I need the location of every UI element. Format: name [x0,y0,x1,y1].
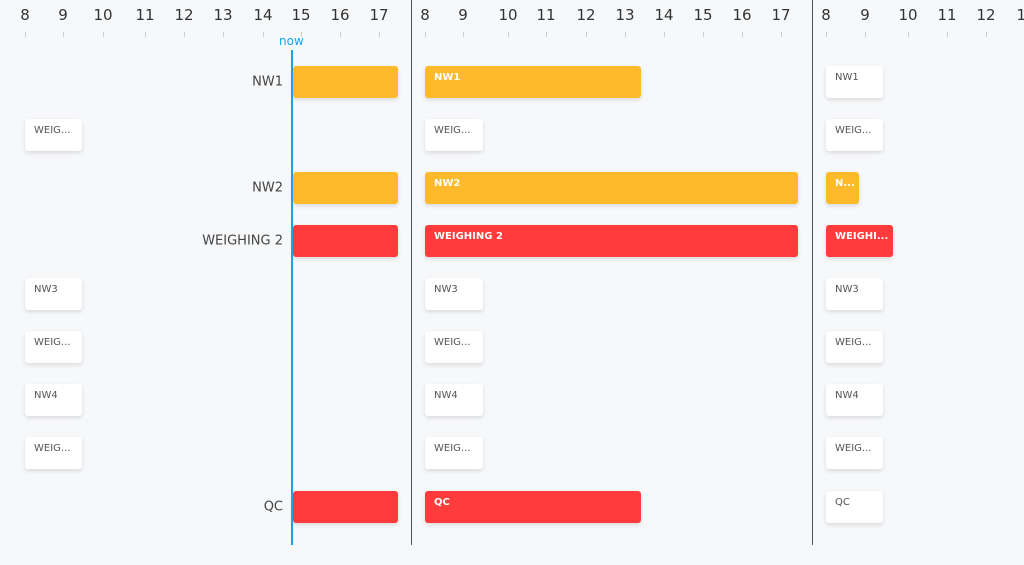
axis-tick-label: 13 [213,6,233,24]
axis-tick-mark [425,32,426,37]
schedule-bar[interactable]: NW1 [826,66,883,98]
axis-tick-label: 14 [654,6,674,24]
row-label: NW1 [252,74,283,90]
schedule-bar[interactable]: NW1 [425,66,641,98]
schedule-bar[interactable] [293,225,398,257]
now-indicator-line [291,50,293,545]
axis-tick-label: 10 [898,6,918,24]
axis-tick-label: 17 [369,6,389,24]
axis-tick-mark [703,32,704,37]
schedule-bar[interactable]: WEIG... [25,331,82,363]
axis-tick-mark [947,32,948,37]
axis-tick-label: 15 [693,6,713,24]
now-label: now [279,34,304,48]
schedule-bar[interactable]: WEIG... [826,119,883,151]
schedule-bar[interactable]: NW3 [425,278,483,310]
axis-tick-label: 11 [536,6,556,24]
schedule-bar[interactable]: NW2 [425,172,798,204]
schedule-bar[interactable]: WEIGHI... [826,225,893,257]
axis-tick-mark [826,32,827,37]
schedule-bar[interactable] [293,491,398,523]
axis-tick-mark [508,32,509,37]
schedule-bar[interactable]: N... [826,172,859,204]
axis-tick-label: 12 [576,6,596,24]
schedule-bar[interactable]: WEIG... [425,437,483,469]
schedule-bar[interactable]: WEIG... [826,331,883,363]
axis-tick-mark [301,32,302,37]
axis-tick-mark [781,32,782,37]
panel-divider [411,0,412,545]
axis-tick-mark [340,32,341,37]
axis-tick-mark [223,32,224,37]
axis-tick-label: 8 [20,6,30,24]
row-label: WEIGHING 2 [202,233,283,249]
axis-tick-label: 11 [135,6,155,24]
axis-tick-label: 17 [771,6,791,24]
axis-tick-mark [145,32,146,37]
axis-tick-label: 16 [732,6,752,24]
axis-tick-label: 9 [860,6,870,24]
row-label: NW2 [252,180,283,196]
axis-tick-label: 9 [58,6,68,24]
axis-tick-mark [908,32,909,37]
axis-tick-label: 10 [498,6,518,24]
axis-tick-mark [463,32,464,37]
axis-tick-mark [865,32,866,37]
axis-tick-mark [263,32,264,37]
axis-tick-mark [586,32,587,37]
schedule-bar[interactable] [293,172,398,204]
schedule-bar[interactable]: NW4 [25,384,82,416]
schedule-bar[interactable]: WEIG... [25,119,82,151]
schedule-bar[interactable]: WEIG... [425,119,483,151]
axis-tick-label: 14 [253,6,273,24]
schedule-bar[interactable]: NW3 [826,278,883,310]
axis-tick-label: 8 [821,6,831,24]
schedule-bar[interactable]: WEIG... [425,331,483,363]
schedule-bar[interactable]: WEIG... [826,437,883,469]
axis-tick-label: 11 [937,6,957,24]
schedule-bar[interactable] [293,66,398,98]
axis-tick-mark [103,32,104,37]
axis-tick-mark [742,32,743,37]
axis-tick-mark [63,32,64,37]
axis-tick-label: 12 [174,6,194,24]
axis-tick-mark [664,32,665,37]
axis-tick-mark [25,32,26,37]
schedule-bar[interactable]: NW3 [25,278,82,310]
axis-tick-label: 8 [420,6,430,24]
panel-divider [812,0,813,545]
schedule-bar[interactable]: NW4 [425,384,483,416]
axis-tick-label: 13 [615,6,635,24]
axis-tick-label: 16 [330,6,350,24]
axis-tick-mark [625,32,626,37]
axis-tick-label: 15 [291,6,311,24]
axis-tick-mark [546,32,547,37]
axis-tick-label: 13 [1016,6,1024,24]
axis-tick-mark [184,32,185,37]
axis-tick-label: 10 [93,6,113,24]
schedule-bar[interactable]: WEIGHING 2 [425,225,798,257]
axis-tick-label: 9 [458,6,468,24]
schedule-bar[interactable]: WEIG... [25,437,82,469]
schedule-bar[interactable]: QC [425,491,641,523]
axis-tick-label: 12 [976,6,996,24]
row-label: QC [263,499,283,515]
axis-tick-mark [379,32,380,37]
schedule-bar[interactable]: NW4 [826,384,883,416]
axis-tick-mark [986,32,987,37]
schedule-bar[interactable]: QC [826,491,883,523]
